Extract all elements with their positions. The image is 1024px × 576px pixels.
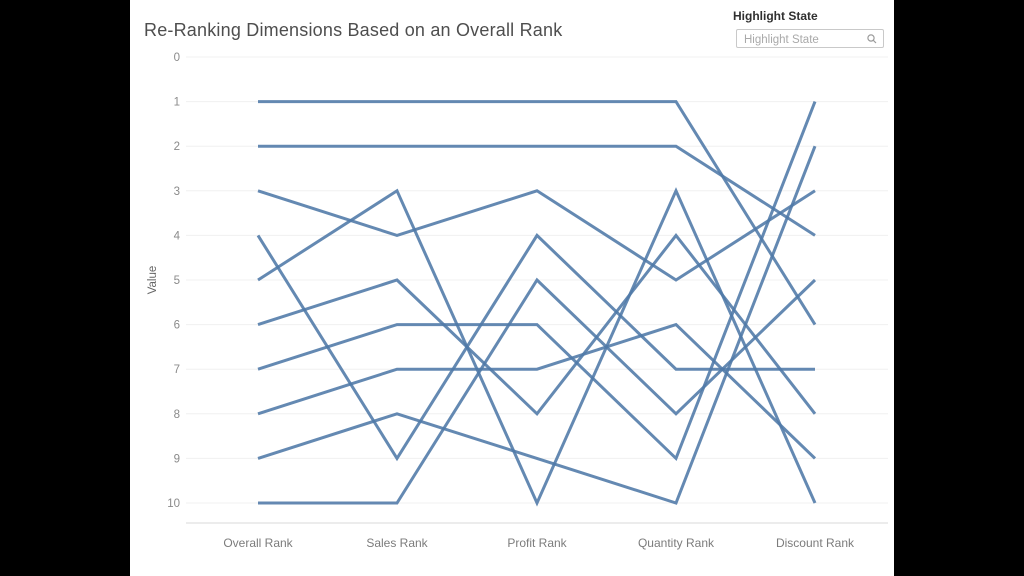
- bump-chart[interactable]: 0 1 2 3 4 5 6 7 8 9 10 Value Overall Rank Sales Rank P…: [130, 0, 894, 576]
- series-line-overall-rank-10[interactable]: [258, 277, 817, 505]
- series-line-overall-rank-9[interactable]: [257, 145, 817, 505]
- series-line-overall-rank-6[interactable]: [257, 232, 817, 417]
- y-tick-label: 0: [174, 52, 180, 64]
- x-category-label: Discount Rank: [776, 536, 855, 550]
- y-tick-label: 7: [174, 364, 180, 376]
- y-tick-label: 8: [174, 409, 180, 421]
- worksheet-panel: Re-Ranking Dimensions Based on an Overal…: [130, 0, 894, 576]
- x-category-label: Profit Rank: [507, 536, 567, 550]
- y-tick-label: 10: [167, 498, 180, 510]
- x-category-label: Sales Rank: [366, 536, 428, 550]
- y-tick-label: 6: [174, 320, 180, 332]
- highlight-state-label: Highlight State: [733, 9, 818, 23]
- y-tick-label: 2: [174, 141, 180, 153]
- highlight-state-input[interactable]: [737, 30, 870, 48]
- chart-title: Re-Ranking Dimensions Based on an Overal…: [144, 20, 563, 40]
- magnifier-icon[interactable]: [866, 33, 878, 45]
- series-line-overall-rank-8[interactable]: [257, 322, 817, 460]
- y-axis-title: Value: [147, 266, 159, 295]
- y-tick-label: 1: [174, 97, 180, 109]
- series-line-overall-rank-4[interactable]: [256, 233, 815, 462]
- y-tick-label: 9: [174, 453, 180, 465]
- series-line-overall-rank-2[interactable]: [258, 144, 816, 237]
- y-tick-label: 4: [174, 230, 181, 242]
- highlight-state-searchbox[interactable]: [736, 29, 884, 48]
- y-tick-label: 3: [174, 186, 180, 198]
- x-category-label: Quantity Rank: [638, 536, 715, 550]
- x-category-label: Overall Rank: [223, 536, 293, 550]
- series-line-overall-rank-1[interactable]: [258, 100, 817, 326]
- series-line-overall-rank-7[interactable]: [257, 101, 817, 462]
- y-tick-label: 5: [174, 275, 180, 287]
